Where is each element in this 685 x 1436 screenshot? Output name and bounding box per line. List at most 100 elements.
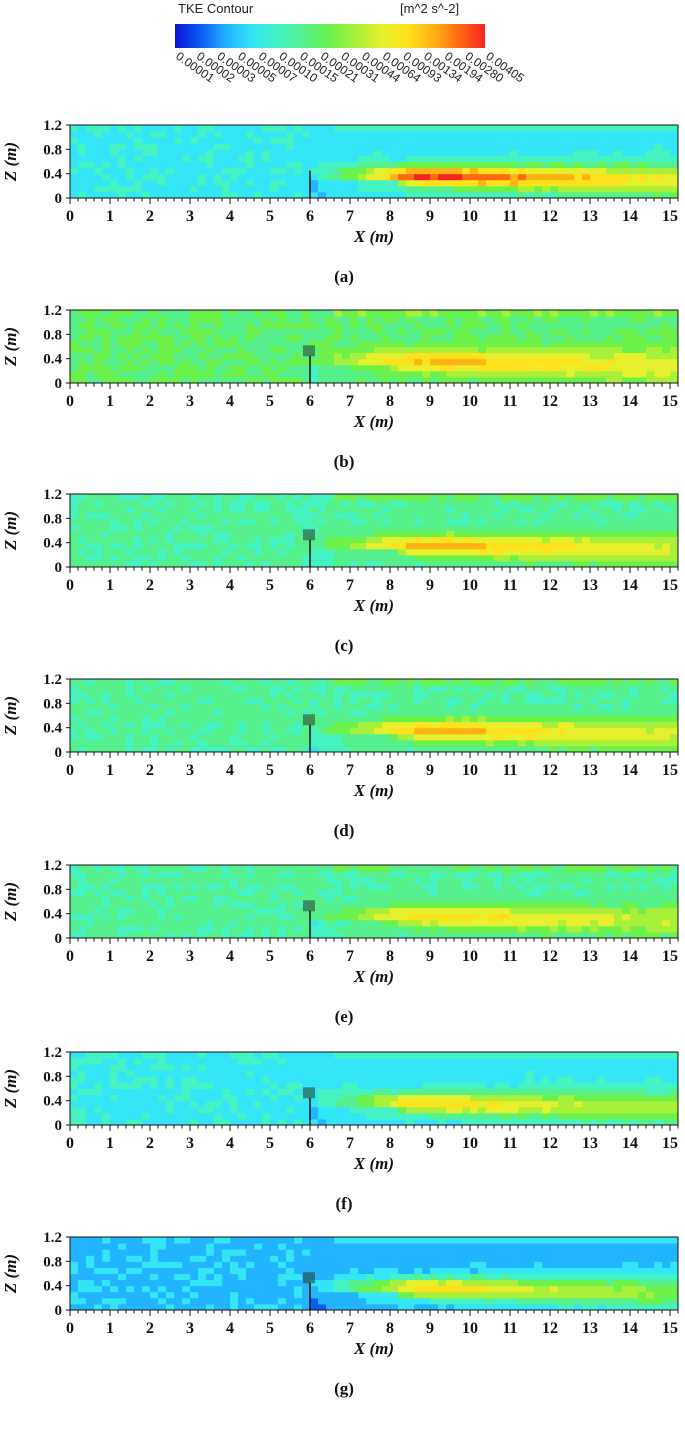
heatmap-cell xyxy=(382,685,391,692)
heatmap-cell xyxy=(86,174,95,181)
heatmap-cell xyxy=(166,549,175,556)
x-tick-label: 5 xyxy=(266,762,274,779)
heatmap-cell xyxy=(294,728,303,735)
heatmap-cell xyxy=(406,889,415,896)
heatmap-cell xyxy=(94,740,103,747)
heatmap-cell xyxy=(78,877,87,884)
heatmap-cell xyxy=(446,174,455,181)
heatmap-cell xyxy=(542,543,551,550)
heatmap-cell xyxy=(662,328,671,335)
heatmap-cell xyxy=(414,137,423,144)
heatmap-cell xyxy=(318,506,327,513)
heatmap-cell xyxy=(318,926,327,933)
heatmap-cell xyxy=(542,168,551,175)
heatmap-cell xyxy=(166,322,175,329)
heatmap-cell xyxy=(182,549,191,556)
heatmap-cell xyxy=(102,728,111,735)
heatmap-cell xyxy=(478,174,487,181)
heatmap-cell xyxy=(630,328,639,335)
heatmap-cell xyxy=(398,340,407,347)
heatmap-cell xyxy=(486,908,495,915)
heatmap-cell xyxy=(398,555,407,562)
heatmap-cell xyxy=(518,512,527,519)
heatmap-cell xyxy=(70,877,79,884)
heatmap-cell xyxy=(550,734,559,741)
heatmap-cell xyxy=(110,162,119,169)
heatmap-cell xyxy=(502,155,511,162)
heatmap-cell xyxy=(558,500,567,507)
heatmap-cell xyxy=(566,512,575,519)
heatmap-cell xyxy=(438,697,447,704)
heatmap-cell xyxy=(214,347,223,354)
heatmap-cell xyxy=(174,131,183,138)
heatmap-cell xyxy=(518,149,527,156)
heatmap-cell xyxy=(574,697,583,704)
heatmap-cell xyxy=(574,518,583,525)
heatmap-cell xyxy=(102,549,111,556)
heatmap-cell xyxy=(534,186,543,193)
heatmap-cell xyxy=(78,914,87,921)
heatmap-cell xyxy=(150,537,159,544)
heatmap-cell xyxy=(550,555,559,562)
heatmap-cell xyxy=(494,691,503,698)
heatmap-cell xyxy=(118,691,127,698)
heatmap-cell xyxy=(406,180,415,187)
heatmap-cell xyxy=(270,728,279,735)
heatmap-cell xyxy=(110,895,119,902)
heatmap-cell xyxy=(582,186,591,193)
heatmap-cell xyxy=(70,914,79,921)
heatmap-cell xyxy=(582,494,591,501)
heatmap-cell xyxy=(494,697,503,704)
heatmap-cell xyxy=(174,316,183,323)
heatmap-cell xyxy=(534,353,543,360)
heatmap-cell xyxy=(510,371,519,378)
heatmap-cell xyxy=(486,889,495,896)
heatmap-cell xyxy=(182,865,191,872)
heatmap-cell xyxy=(270,895,279,902)
heatmap-cell xyxy=(358,877,367,884)
heatmap-cell xyxy=(646,168,655,175)
heatmap-cell xyxy=(526,555,535,562)
heatmap-cell xyxy=(150,734,159,741)
heatmap-cell xyxy=(206,186,215,193)
heatmap-cell xyxy=(142,500,151,507)
heatmap-cell xyxy=(158,310,167,317)
heatmap-cell xyxy=(174,871,183,878)
heatmap-cell xyxy=(582,679,591,686)
heatmap-cell xyxy=(270,359,279,366)
heatmap-cell xyxy=(598,347,607,354)
heatmap-cell xyxy=(278,883,287,890)
heatmap-cell xyxy=(582,722,591,729)
heatmap-cell xyxy=(318,865,327,872)
heatmap-cell xyxy=(334,334,343,341)
heatmap-cell xyxy=(606,500,615,507)
heatmap-cell xyxy=(342,691,351,698)
heatmap-cell xyxy=(334,518,343,525)
heatmap-cell xyxy=(166,555,175,562)
x-tick-label: 5 xyxy=(266,208,274,225)
heatmap-cell xyxy=(518,709,527,716)
heatmap-cell xyxy=(270,679,279,686)
heatmap-cell xyxy=(286,549,295,556)
heatmap-cell xyxy=(78,168,87,175)
heatmap-cell xyxy=(558,734,567,741)
heatmap-cell xyxy=(286,902,295,909)
heatmap-cell xyxy=(182,494,191,501)
heatmap-cell xyxy=(158,889,167,896)
heatmap-cell xyxy=(614,359,623,366)
heatmap-cell xyxy=(526,740,535,747)
heatmap-cell xyxy=(318,691,327,698)
heatmap-cell xyxy=(134,549,143,556)
heatmap-cell xyxy=(294,353,303,360)
heatmap-cell xyxy=(214,734,223,741)
heatmap-cell xyxy=(166,371,175,378)
heatmap-cell xyxy=(246,531,255,538)
heatmap-cell xyxy=(334,537,343,544)
heatmap-cell xyxy=(358,914,367,921)
heatmap-cell xyxy=(470,697,479,704)
heatmap-cell xyxy=(238,920,247,927)
heatmap-cell xyxy=(286,506,295,513)
heatmap-cell xyxy=(638,137,647,144)
heatmap-cell xyxy=(422,371,431,378)
heatmap-cell xyxy=(118,543,127,550)
